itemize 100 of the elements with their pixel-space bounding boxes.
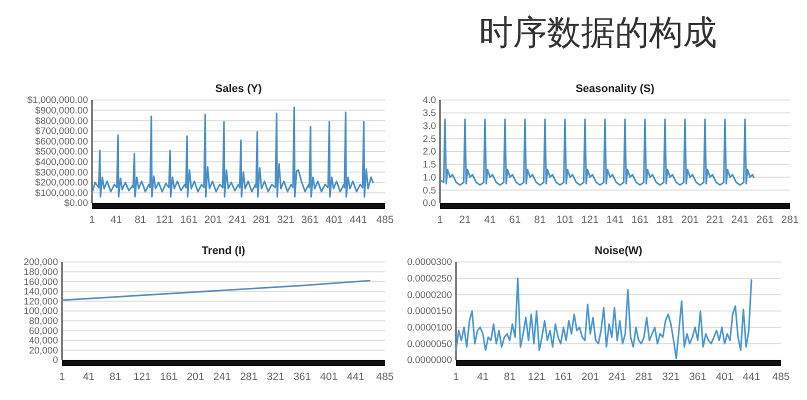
y-tick-label: 80,000 bbox=[28, 316, 58, 328]
x-tick-label: 321 bbox=[662, 371, 680, 383]
y-tick-label: $700,000.00 bbox=[35, 126, 88, 138]
x-tick-label: 261 bbox=[756, 214, 774, 226]
y-tick-label: 1.5 bbox=[422, 160, 436, 171]
y-tick-label: 0 bbox=[52, 355, 58, 366]
x-tick-label: 41 bbox=[110, 214, 122, 226]
line-series bbox=[91, 106, 374, 198]
x-tick-label: 485 bbox=[376, 371, 394, 383]
y-tick-label: 0.0000250 bbox=[407, 274, 452, 285]
y-tick-label: $800,000.00 bbox=[35, 116, 88, 127]
y-tick-label: $600,000.00 bbox=[35, 136, 88, 148]
x-tick-label: 61 bbox=[509, 214, 521, 226]
y-tick-label: 2.5 bbox=[422, 134, 436, 145]
y-tick-label: 100,000 bbox=[24, 306, 58, 318]
x-tick-label: 1 bbox=[437, 214, 444, 226]
y-tick-label: 180,000 bbox=[24, 267, 58, 278]
y-tick-label: 60,000 bbox=[28, 326, 58, 337]
x-tick-label: 281 bbox=[252, 214, 270, 226]
y-tick-label: 120,000 bbox=[24, 296, 58, 308]
line-series bbox=[455, 278, 752, 360]
y-tick-label: 3.5 bbox=[422, 108, 436, 120]
y-tick-label: $400,000.00 bbox=[35, 157, 88, 168]
x-tick-label: 141 bbox=[606, 214, 624, 226]
y-tick-label: 140,000 bbox=[24, 286, 58, 298]
text: 时序数据的构成 bbox=[479, 13, 717, 53]
x-tick-label: 241 bbox=[213, 371, 232, 383]
x-tick-label: 281 bbox=[240, 371, 258, 383]
x-tick-label: 161 bbox=[180, 214, 198, 226]
x-tick-label: 181 bbox=[656, 214, 674, 226]
y-tick-label: 0.0000100 bbox=[407, 322, 452, 334]
y-tick-label: 40,000 bbox=[28, 336, 58, 347]
chart-title: Sales (Y) bbox=[215, 83, 262, 95]
x-tick-label: 281 bbox=[781, 214, 799, 226]
y-tick-label: 0.0000150 bbox=[407, 306, 452, 318]
x-tick-label: 81 bbox=[110, 371, 122, 383]
x-tick-label: 1 bbox=[59, 371, 66, 383]
x-tick-label: 201 bbox=[204, 214, 222, 226]
y-tick-label: 0.0000200 bbox=[407, 290, 452, 301]
chart-title: Seasonality (S) bbox=[576, 83, 655, 95]
y-tick-label: $0.00 bbox=[64, 198, 88, 210]
x-tick-label: 321 bbox=[276, 214, 295, 226]
x-tick-label: 21 bbox=[459, 214, 471, 226]
line-series bbox=[439, 118, 755, 186]
x-tick-label: 485 bbox=[772, 371, 790, 383]
y-tick-label: $900,000.00 bbox=[35, 106, 88, 117]
y-tick-label: 4.0 bbox=[422, 95, 436, 106]
x-tick-label: 121 bbox=[581, 214, 599, 226]
x-tick-label: 201 bbox=[186, 371, 204, 383]
x-tick-label: 161 bbox=[160, 371, 178, 383]
x-tick-label: 441 bbox=[346, 371, 365, 383]
x-tick-label: 241 bbox=[228, 214, 246, 226]
x-tick-label: 361 bbox=[688, 371, 707, 383]
x-tick-label: 41 bbox=[477, 371, 489, 383]
x-tick-label: 401 bbox=[320, 371, 338, 383]
y-tick-label: 20,000 bbox=[28, 345, 58, 356]
chart-title: Noise(W) bbox=[594, 245, 643, 257]
y-tick-label: 0.0000300 bbox=[407, 257, 452, 268]
y-tick-label: 2.0 bbox=[422, 146, 436, 158]
x-tick-label: 441 bbox=[350, 214, 368, 226]
y-tick-label: $300,000.00 bbox=[35, 167, 88, 178]
x-tick-label: 81 bbox=[534, 214, 546, 226]
y-tick-label: $100,000.00 bbox=[35, 188, 88, 199]
y-tick-label: 0.0 bbox=[422, 198, 436, 210]
x-tick-label: 201 bbox=[681, 214, 699, 226]
x-tick-label: 41 bbox=[82, 371, 95, 383]
x-tick-label: 161 bbox=[631, 214, 649, 226]
x-tick-label: 1 bbox=[89, 214, 96, 226]
x-tick-label: 201 bbox=[582, 371, 600, 383]
x-tick-label: 81 bbox=[134, 214, 146, 226]
x-tick-label: 101 bbox=[556, 214, 574, 226]
x-tick-label: 321 bbox=[266, 371, 284, 383]
x-tick-label: 121 bbox=[156, 214, 174, 226]
x-tick-label: 401 bbox=[716, 371, 734, 383]
x-tick-label: 41 bbox=[484, 214, 496, 226]
y-tick-label: $200,000.00 bbox=[35, 178, 88, 189]
y-tick-label: 200,000 bbox=[24, 257, 58, 268]
x-tick-label: 241 bbox=[731, 214, 749, 226]
y-tick-label: $500,000.00 bbox=[35, 146, 88, 158]
x-tick-label: 485 bbox=[376, 214, 394, 226]
x-tick-label: 121 bbox=[528, 371, 546, 383]
chart-title: Trend (I) bbox=[202, 245, 246, 257]
x-tick-label: 241 bbox=[608, 371, 626, 383]
x-tick-label: 401 bbox=[325, 214, 344, 226]
x-tick-label: 221 bbox=[706, 214, 724, 226]
y-tick-label: 1.0 bbox=[422, 172, 436, 184]
x-tick-label: 81 bbox=[504, 371, 516, 383]
x-tick-label: 1 bbox=[453, 371, 460, 383]
x-tick-label: 441 bbox=[742, 371, 760, 383]
x-tick-label: 361 bbox=[301, 214, 319, 226]
y-tick-label: 0.0000000 bbox=[407, 355, 452, 366]
x-tick-label: 361 bbox=[293, 371, 312, 383]
x-tick-label: 121 bbox=[133, 371, 151, 383]
y-tick-label: $1,000,000.00 bbox=[27, 95, 88, 106]
y-tick-label: 160,000 bbox=[24, 276, 58, 288]
y-tick-label: 0.0000050 bbox=[407, 338, 452, 350]
y-tick-label: 0.5 bbox=[422, 185, 436, 196]
line-series bbox=[61, 280, 370, 302]
x-tick-label: 281 bbox=[635, 371, 653, 383]
y-tick-label: 3.0 bbox=[422, 120, 436, 132]
